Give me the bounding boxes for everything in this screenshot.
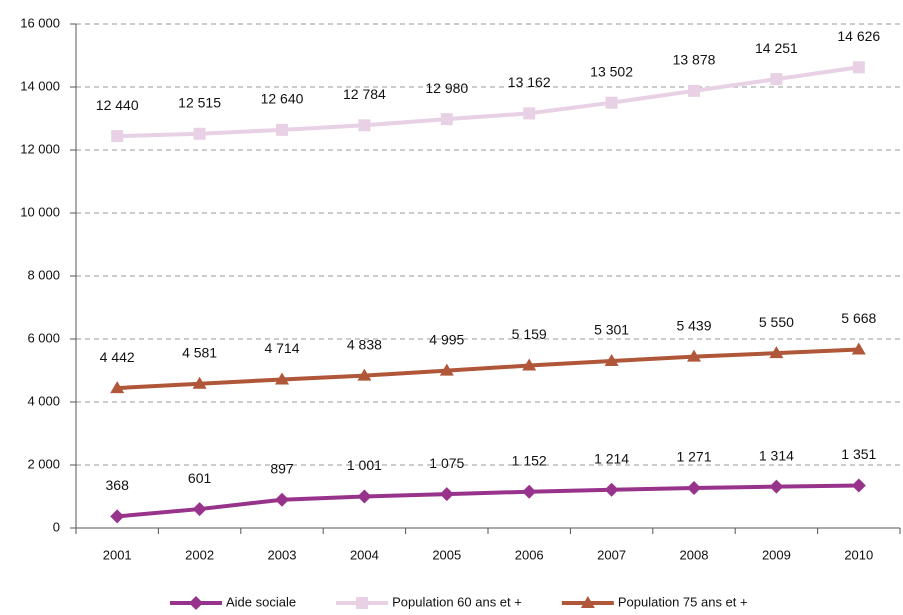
- marker: [358, 119, 371, 132]
- y-tick-label: 12 000: [20, 141, 60, 156]
- marker: [439, 363, 454, 376]
- marker: [439, 487, 454, 502]
- x-tick-label: 2004: [350, 547, 379, 562]
- y-tick-label: 16 000: [20, 15, 60, 30]
- data-label: 5 668: [841, 310, 876, 326]
- marker: [356, 597, 369, 609]
- marker: [769, 346, 784, 359]
- marker: [688, 84, 700, 97]
- marker: [687, 349, 701, 362]
- legend-label: Aide sociale: [226, 594, 296, 609]
- data-label: 4 442: [100, 349, 135, 365]
- data-label: 601: [188, 470, 212, 486]
- marker: [580, 596, 595, 608]
- marker: [275, 372, 289, 385]
- marker: [522, 484, 537, 499]
- data-label: 12 515: [178, 94, 221, 110]
- x-tick-label: 2007: [597, 547, 626, 562]
- data-label: 1 152: [512, 452, 547, 468]
- marker: [111, 130, 124, 143]
- x-tick-label: 2008: [680, 547, 709, 562]
- marker: [851, 342, 866, 355]
- data-label: 12 980: [425, 80, 468, 96]
- data-label: 897: [270, 460, 294, 476]
- marker: [852, 61, 865, 74]
- x-tick-label: 2001: [103, 547, 132, 562]
- marker: [851, 478, 866, 493]
- data-label: 1 271: [676, 449, 711, 465]
- data-label: 5 301: [594, 322, 629, 338]
- x-tick-label: 2010: [844, 547, 873, 562]
- y-tick-label: 14 000: [20, 78, 60, 93]
- marker: [523, 107, 536, 120]
- marker: [189, 596, 203, 610]
- data-label: 4 714: [264, 340, 299, 356]
- legend-label: Population 75 ans et +: [618, 594, 748, 609]
- data-label: 13 162: [508, 74, 551, 90]
- data-label: 12 784: [343, 86, 386, 102]
- data-label: 12 440: [96, 97, 139, 113]
- data-label: 5 550: [759, 314, 794, 330]
- data-label: 13 878: [673, 52, 716, 68]
- data-label: 5 439: [676, 317, 711, 333]
- x-tick-label: 2002: [185, 547, 214, 562]
- data-label: 1 214: [594, 450, 629, 466]
- y-tick-label: 10 000: [20, 204, 60, 219]
- x-tick-label: 2003: [268, 547, 297, 562]
- x-tick-label: 2006: [515, 547, 544, 562]
- legend-label: Population 60 ans et +: [392, 594, 522, 609]
- marker: [770, 73, 783, 86]
- marker: [110, 509, 125, 524]
- y-tick-label: 6 000: [27, 330, 60, 345]
- marker: [604, 354, 619, 367]
- data-label: 14 251: [755, 40, 798, 56]
- data-label: 4 838: [347, 336, 382, 352]
- marker: [687, 480, 701, 495]
- y-tick-label: 4 000: [27, 393, 60, 408]
- marker: [192, 376, 207, 389]
- x-tick-label: 2009: [762, 547, 791, 562]
- y-tick-label: 8 000: [27, 267, 60, 282]
- data-label: 4 581: [182, 344, 217, 360]
- series-line: [117, 65, 860, 139]
- data-label: 14 626: [837, 28, 880, 44]
- y-tick-label: 0: [53, 519, 60, 534]
- marker: [276, 123, 288, 136]
- data-label: 1 314: [759, 447, 794, 463]
- marker: [357, 489, 372, 504]
- marker: [769, 479, 784, 494]
- series-line: [117, 483, 859, 519]
- y-tick-label: 2 000: [27, 456, 60, 471]
- data-label: 1 075: [429, 455, 464, 471]
- marker: [275, 492, 289, 507]
- marker: [604, 482, 619, 497]
- data-label: 368: [106, 477, 130, 493]
- marker: [605, 96, 618, 109]
- data-label: 5 159: [512, 326, 547, 342]
- marker: [357, 368, 372, 381]
- data-label: 1 001: [347, 457, 382, 473]
- data-label: 12 640: [261, 91, 304, 107]
- x-tick-label: 2005: [432, 547, 461, 562]
- marker: [192, 502, 207, 517]
- data-label: 1 351: [841, 446, 876, 462]
- marker: [522, 358, 537, 371]
- marker: [193, 127, 206, 140]
- marker: [110, 381, 125, 394]
- data-label: 4 995: [429, 331, 464, 347]
- marker: [440, 113, 453, 126]
- series-line: [117, 347, 859, 391]
- data-label: 13 502: [590, 63, 633, 79]
